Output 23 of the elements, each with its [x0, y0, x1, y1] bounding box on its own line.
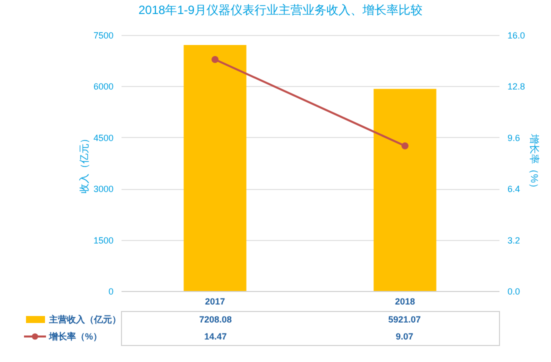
legend-label: 主营收入（亿元）: [48, 314, 121, 324]
y2-tick-label: 16.0: [508, 30, 526, 40]
y-tick-label: 7500: [93, 30, 114, 40]
chart-title: 2018年1-9月仪器仪表行业主营业务收入、增长率比较: [138, 3, 423, 17]
y-tick-label: 0: [108, 286, 114, 296]
y-axis-title: 收入（亿元）: [78, 134, 90, 194]
y-tick-label: 4500: [93, 132, 114, 143]
y2-tick-label: 9.6: [508, 132, 520, 143]
data-label: 9.07: [396, 332, 414, 342]
x-tick-label: 2018: [394, 296, 415, 306]
x-tick-label: 2017: [205, 296, 226, 306]
y2-axis-title: 增长率（%）: [528, 133, 540, 193]
data-label: 7208.08: [199, 314, 232, 324]
data-label: 14.47: [204, 332, 227, 342]
y2-tick-label: 0.0: [508, 286, 520, 296]
y-tick-label: 3000: [93, 184, 114, 194]
y-tick-label: 1500: [93, 235, 114, 246]
y2-tick-label: 12.8: [508, 82, 526, 92]
y2-tick-label: 6.4: [508, 184, 520, 194]
data-label: 5921.07: [388, 314, 421, 324]
y-tick-label: 6000: [93, 82, 114, 92]
legend-label: 增长率（%）: [48, 332, 102, 342]
y2-tick-label: 3.2: [508, 235, 520, 246]
